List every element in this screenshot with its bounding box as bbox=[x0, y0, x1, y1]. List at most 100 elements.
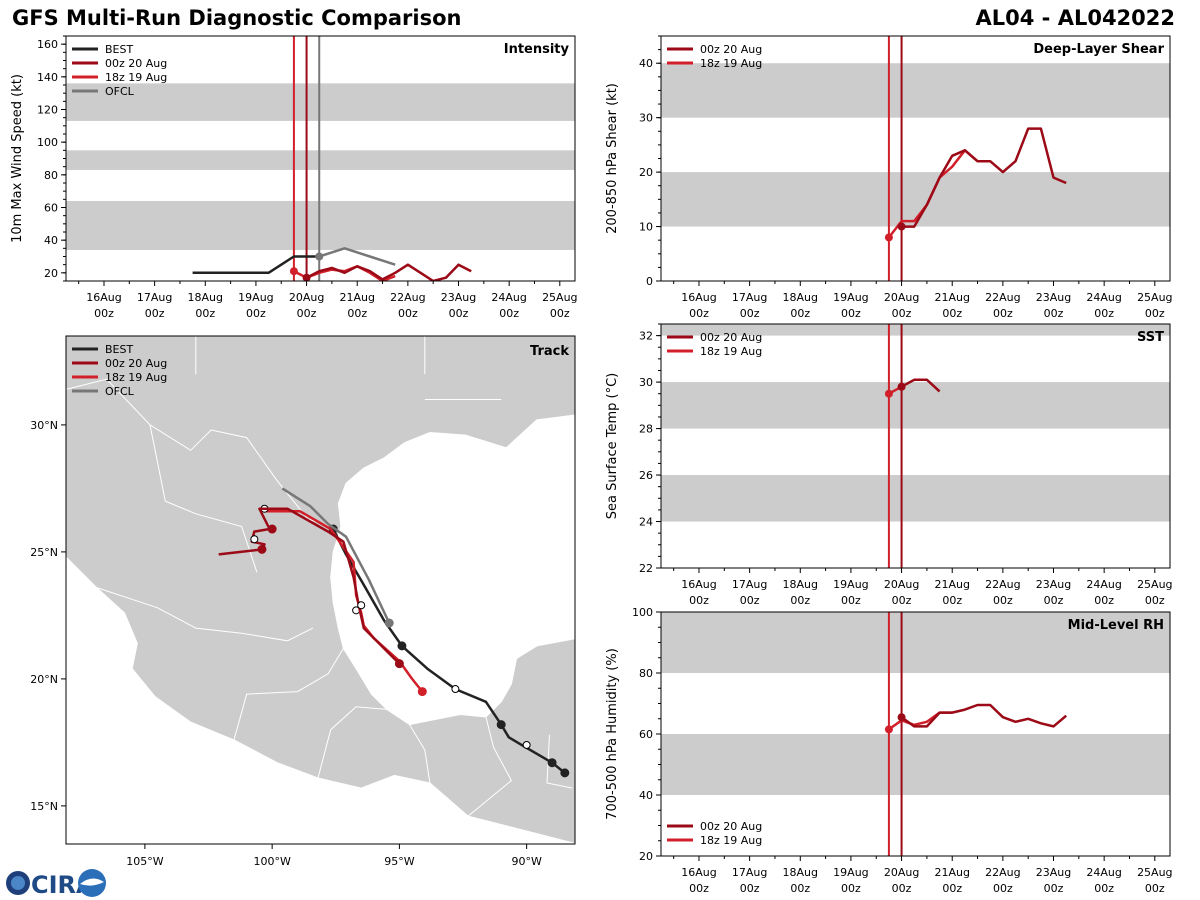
y-axis-label-rh: 700-500 hPa Humidity (%) bbox=[605, 648, 620, 820]
y-tick-label-sst-2: 26 bbox=[639, 469, 653, 482]
series-marker-sst-1 bbox=[897, 382, 906, 391]
legend-label-track-2: 18z 19 Aug bbox=[105, 371, 167, 384]
band-intensity-1 bbox=[66, 150, 575, 170]
y-axis-label-sst: Sea Surface Temp (°C) bbox=[605, 373, 620, 520]
x-tick-hour-sst-6: 00z bbox=[993, 594, 1013, 607]
x-tick-hour-shear-5: 00z bbox=[942, 307, 962, 320]
x-tick-hour-shear-2: 00z bbox=[790, 307, 810, 320]
series-line-intensity-0 bbox=[192, 255, 320, 275]
x-tick-hour-rh-8: 00z bbox=[1094, 882, 1114, 895]
x-tick-date-shear-1: 17Aug bbox=[732, 291, 767, 304]
y-tick-label-intensity-2: 60 bbox=[44, 202, 58, 215]
x-tick-hour-intensity-7: 00z bbox=[449, 307, 469, 320]
x-tick-date-rh-1: 17Aug bbox=[732, 866, 767, 879]
axes-frame-track bbox=[65, 335, 576, 845]
x-tick-hour-shear-9: 00z bbox=[1145, 307, 1165, 320]
legend-label-rh-1: 18z 19 Aug bbox=[700, 834, 762, 847]
band-sst-0 bbox=[661, 475, 1170, 522]
panel-intensity: 20 40 60 80 100 120 140 160 16Aug 00z 17Aug 00z 18Au… bbox=[10, 35, 578, 320]
x-tick-hour-intensity-2: 00z bbox=[195, 307, 215, 320]
x-tick-date-intensity-7: 23Aug bbox=[441, 291, 476, 304]
x-tick-hour-sst-7: 00z bbox=[1044, 594, 1064, 607]
lon-tick-label-0: 105°W bbox=[126, 855, 163, 868]
x-tick-date-shear-2: 18Aug bbox=[783, 291, 818, 304]
x-tick-date-sst-2: 18Aug bbox=[783, 578, 818, 591]
x-tick-hour-intensity-6: 00z bbox=[398, 307, 418, 320]
x-tick-date-rh-8: 24Aug bbox=[1086, 866, 1121, 879]
band-sst-1 bbox=[661, 382, 1170, 429]
y-tick-label-shear-4: 40 bbox=[639, 57, 653, 70]
y-axis-label-shear: 200-850 hPa Shear (kt) bbox=[605, 83, 620, 234]
x-tick-hour-intensity-3: 00z bbox=[246, 307, 266, 320]
legend-label-intensity-3: OFCL bbox=[105, 85, 135, 98]
x-tick-date-shear-4: 20Aug bbox=[884, 291, 919, 304]
x-tick-hour-shear-6: 00z bbox=[993, 307, 1013, 320]
x-tick-hour-shear-7: 00z bbox=[1044, 307, 1064, 320]
x-tick-hour-shear-1: 00z bbox=[740, 307, 760, 320]
x-tick-hour-rh-7: 00z bbox=[1044, 882, 1064, 895]
track-marker-00z-20-aug-4 bbox=[257, 544, 267, 554]
y-tick-label-intensity-4: 100 bbox=[37, 136, 58, 149]
x-tick-hour-rh-9: 00z bbox=[1145, 882, 1165, 895]
y-tick-label-shear-1: 10 bbox=[639, 221, 653, 234]
series-marker-shear-1 bbox=[897, 222, 906, 231]
track-line-00z-20-aug bbox=[218, 507, 401, 665]
logo-wave-icon bbox=[80, 878, 104, 886]
x-tick-date-sst-3: 19Aug bbox=[833, 578, 868, 591]
x-tick-date-sst-1: 17Aug bbox=[732, 578, 767, 591]
track-marker-00z-20-aug-1 bbox=[357, 601, 366, 610]
x-tick-hour-sst-9: 00z bbox=[1145, 594, 1165, 607]
x-tick-date-intensity-9: 25Aug bbox=[542, 291, 577, 304]
band-sst-2 bbox=[661, 324, 1170, 336]
y-tick-label-intensity-3: 80 bbox=[44, 169, 58, 182]
y-tick-label-sst-5: 32 bbox=[639, 330, 653, 343]
track-marker-best-1 bbox=[547, 758, 557, 768]
track-marker-best-4 bbox=[451, 685, 460, 694]
y-tick-label-intensity-5: 120 bbox=[37, 104, 58, 117]
legend-label-sst-0: 00z 20 Aug bbox=[700, 331, 762, 344]
lat-tick-label-3: 30°N bbox=[30, 419, 58, 432]
x-tick-date-sst-4: 20Aug bbox=[884, 578, 919, 591]
x-tick-date-sst-7: 23Aug bbox=[1036, 578, 1071, 591]
panel-title-track: Track bbox=[530, 344, 569, 359]
plot-area-rh bbox=[661, 612, 1170, 856]
legend-label-sst-1: 18z 19 Aug bbox=[700, 345, 762, 358]
x-tick-hour-intensity-1: 00z bbox=[145, 307, 165, 320]
x-tick-hour-intensity-8: 00z bbox=[499, 307, 519, 320]
y-tick-label-shear-2: 20 bbox=[639, 166, 653, 179]
lon-tick-label-3: 90°W bbox=[511, 855, 541, 868]
panel-title-shear: Deep-Layer Shear bbox=[1033, 42, 1164, 57]
x-tick-hour-intensity-4: 00z bbox=[297, 307, 317, 320]
x-tick-hour-sst-5: 00z bbox=[942, 594, 962, 607]
y-tick-label-rh-3: 80 bbox=[639, 667, 653, 680]
track-marker-18z-19-aug-0 bbox=[417, 687, 427, 697]
x-tick-date-intensity-0: 16Aug bbox=[86, 291, 121, 304]
lon-tick-label-1: 100°W bbox=[253, 855, 290, 868]
x-tick-date-shear-3: 19Aug bbox=[833, 291, 868, 304]
series-marker-intensity-1 bbox=[315, 252, 324, 261]
panel-title-intensity: Intensity bbox=[504, 42, 570, 57]
series-marker-shear-0 bbox=[884, 233, 893, 242]
track-marker-best-2 bbox=[522, 740, 531, 749]
series-marker-rh-0 bbox=[884, 725, 893, 734]
panel-sst: 22 24 26 28 30 32 16Aug 00z 17Aug 00z 18Aug 00z 19Au… bbox=[605, 323, 1173, 607]
x-tick-date-shear-7: 23Aug bbox=[1036, 291, 1071, 304]
x-tick-hour-sst-2: 00z bbox=[790, 594, 810, 607]
y-tick-label-rh-1: 40 bbox=[639, 789, 653, 802]
border-line-2 bbox=[96, 587, 314, 642]
series-line-intensity-1 bbox=[318, 247, 396, 266]
legend-label-track-3: OFCL bbox=[105, 385, 135, 398]
y-tick-label-intensity-1: 40 bbox=[44, 234, 58, 247]
y-tick-label-sst-0: 22 bbox=[639, 562, 653, 575]
y-axis-label-intensity: 10m Max Wind Speed (kt) bbox=[10, 74, 25, 243]
border-line-0 bbox=[66, 378, 339, 530]
map-area bbox=[66, 336, 575, 844]
y-tick-label-rh-2: 60 bbox=[639, 728, 653, 741]
x-tick-hour-rh-2: 00z bbox=[790, 882, 810, 895]
x-tick-date-intensity-4: 20Aug bbox=[289, 291, 324, 304]
border-line-5 bbox=[409, 724, 431, 784]
x-tick-date-intensity-1: 17Aug bbox=[137, 291, 172, 304]
x-tick-hour-sst-3: 00z bbox=[841, 594, 861, 607]
panel-track: 105°W 100°W 95°W 90°W 15°N 20°N 25°N 30°N Track B… bbox=[30, 335, 576, 868]
